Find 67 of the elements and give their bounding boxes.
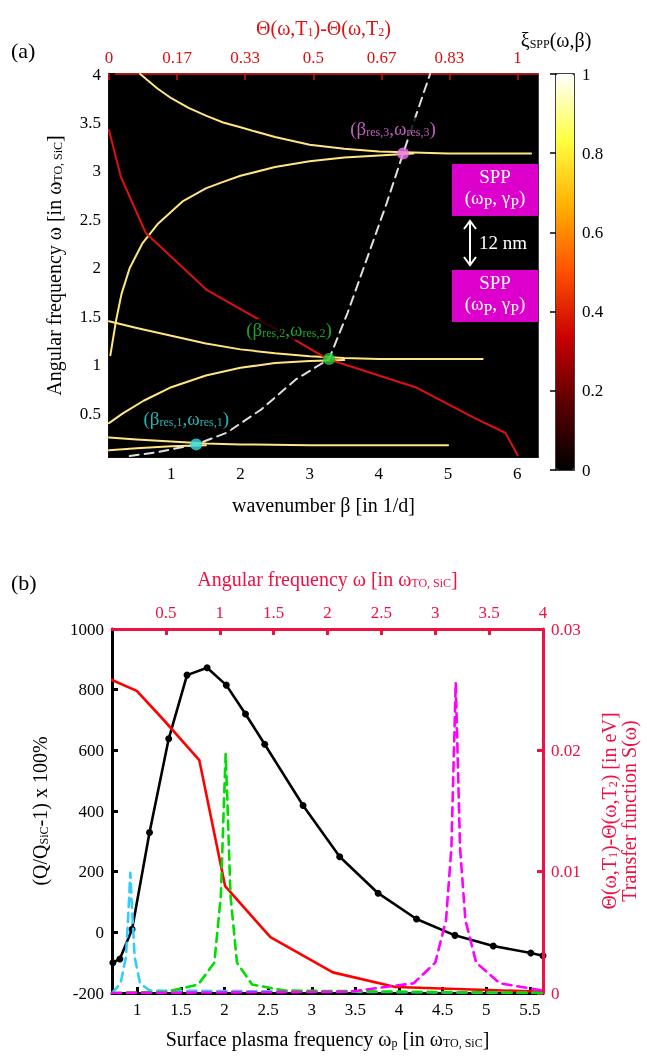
- x-tick-label: 3: [305, 464, 314, 483]
- x-tick-label: 1.5: [170, 1000, 192, 1019]
- x-tick-label: 3: [307, 1000, 317, 1019]
- y-tick-label: 0.02: [551, 740, 581, 760]
- y-tick-label: -200: [72, 983, 104, 1003]
- x-tick-label: 5: [482, 1000, 491, 1019]
- x-tick-label: 5: [443, 464, 453, 483]
- x-tick-label: 5.5: [519, 1000, 541, 1019]
- y-tick-label: 400: [78, 801, 104, 821]
- x2-tick-label: 0.83: [434, 48, 465, 67]
- series-label: (βres,2,ωres,2): [246, 319, 332, 342]
- color-bar-label: 0.2: [582, 381, 604, 401]
- y-tick-label: 0: [551, 983, 560, 1003]
- y-tick-label: 1000: [70, 619, 104, 639]
- x-tick-label: 1: [133, 1000, 142, 1019]
- y-tick-label: 0.03: [551, 619, 581, 639]
- x-tick-label: 4: [538, 603, 548, 622]
- x-tick-label: 4.5: [432, 1000, 454, 1019]
- x2-axis-title: Θ(ω,T1)-Θ(ω,T2): [256, 17, 391, 40]
- color-bar-label: 0.8: [582, 143, 604, 163]
- y-tick-label: 1.5: [79, 306, 101, 326]
- x-tick-label: 3.5: [344, 1000, 367, 1019]
- x-tick-label: 2.5: [257, 1000, 279, 1019]
- y-tick-label: 0: [95, 922, 104, 942]
- x-tick-label: 3: [431, 603, 440, 622]
- annotation: SPP (ω$_{P}$, γ$_{P}$): [452, 164, 538, 216]
- series-label: (βres,3,ωres,3): [350, 117, 436, 140]
- color-bar-label: 0.6: [582, 222, 604, 242]
- series-label: (βres,1,ωres,1): [143, 408, 229, 431]
- x-tick-label: 2.5: [370, 603, 392, 622]
- y-axis-title: (Q/QSiC-1) x 100%: [29, 736, 52, 886]
- y-tick-label: 2.5: [79, 209, 101, 229]
- chart-title: (a): [11, 37, 36, 63]
- y-tick-label: 2: [92, 258, 101, 278]
- x-tick-label: 2: [323, 603, 332, 622]
- y-tick-label: 0.5: [79, 403, 101, 423]
- x2-tick-label: 0.17: [162, 48, 193, 67]
- x-axis-title: Angular frequency ω [in ωTO, SiC]: [197, 568, 458, 591]
- y-tick-label: 3.5: [79, 112, 101, 132]
- x-tick-label: 1.5: [263, 603, 285, 622]
- x-tick-label: 4: [374, 464, 384, 483]
- x-tick-label: 0.5: [155, 603, 177, 622]
- x-tick-label: 2: [236, 464, 245, 483]
- y-tick-label: 0.01: [551, 862, 581, 882]
- x-tick-label: 1: [215, 603, 224, 622]
- annotation: 12 nm: [478, 231, 528, 254]
- x2-tick-label: 1: [513, 48, 522, 67]
- x-tick-label: 6: [512, 464, 522, 483]
- y-tick-label: 200: [78, 862, 104, 882]
- y-tick-label: 800: [78, 680, 104, 700]
- y-tick-label: 3: [92, 161, 101, 181]
- x2-tick-label: 0.67: [366, 48, 397, 67]
- color-bar-label: 0.4: [582, 302, 604, 322]
- x-tick-label: 4: [394, 1000, 404, 1019]
- x2-tick-label: 0.5: [302, 48, 324, 67]
- x-tick-label: 3.5: [478, 603, 500, 622]
- y-tick-label: 1: [92, 355, 101, 375]
- chart-title: (b): [11, 569, 37, 595]
- y-tick-label: 600: [78, 740, 104, 760]
- color-bar-title: ξSPP(ω,β): [520, 29, 592, 52]
- annotation: SPP (ω$_{P}$, γ$_{P}$): [452, 269, 538, 322]
- x-tick-label: 2: [220, 1000, 229, 1019]
- x2-tick-label: 0.33: [230, 48, 260, 67]
- x-axis-title: Surface plasma frequency ωp [in ωTO, SiC]: [165, 1028, 490, 1051]
- x-axis-title: wavenumber β [in 1/d]: [232, 494, 415, 517]
- y-tick-label: 4: [92, 64, 102, 84]
- x-tick-label: 1: [167, 464, 176, 483]
